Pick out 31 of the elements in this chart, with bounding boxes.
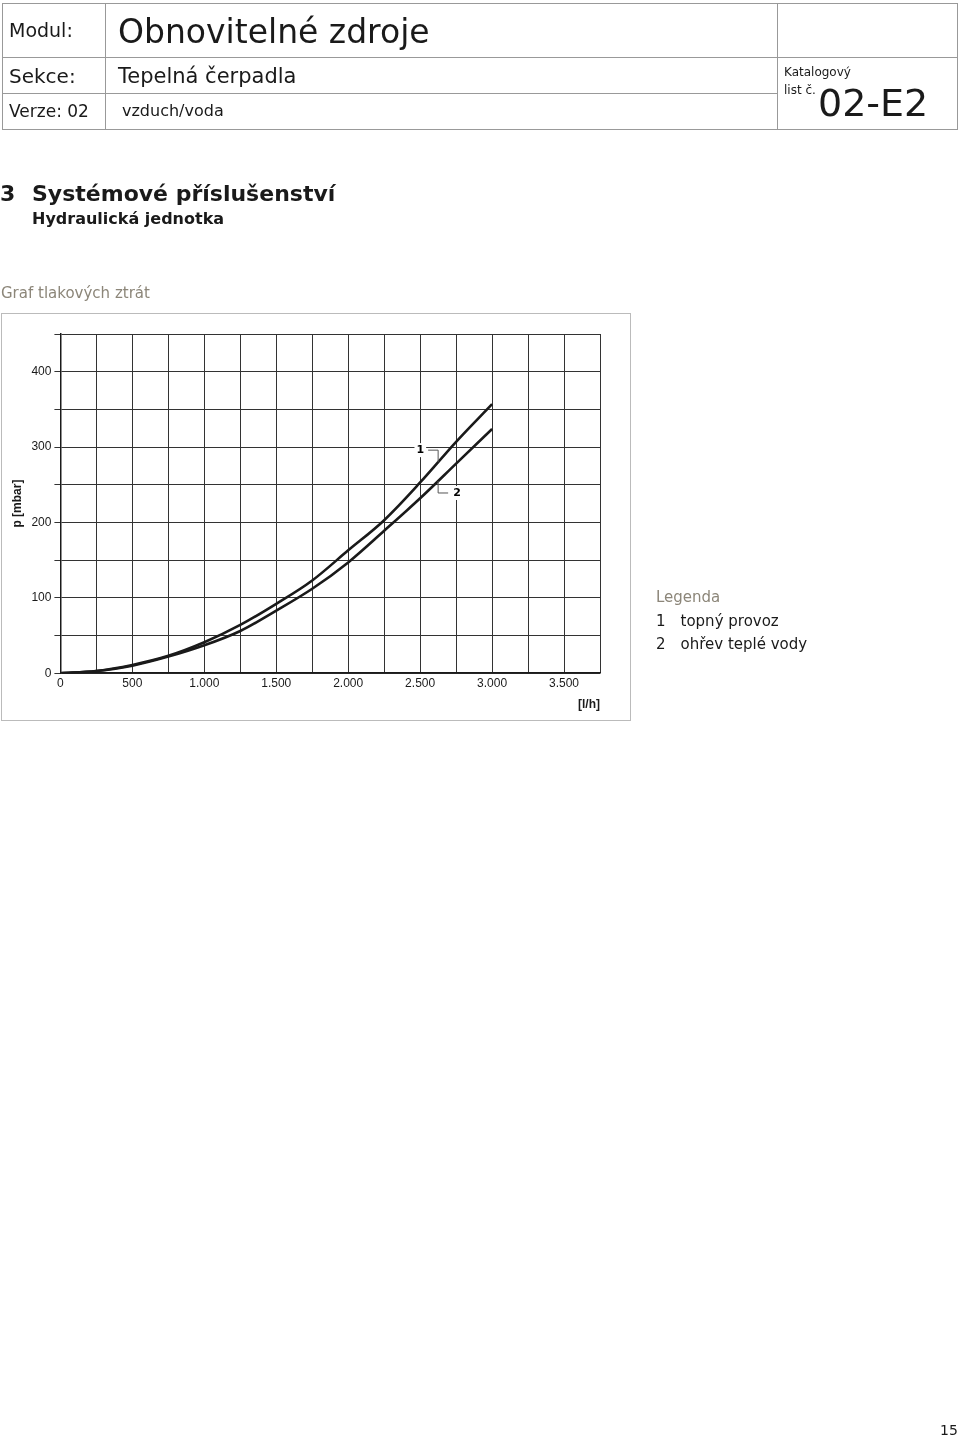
- text: Hydraulická jednotka: [32, 209, 225, 228]
- text: Obnovitelné zdroje: [118, 12, 430, 51]
- series-label: 2: [453, 485, 461, 499]
- text: 15: [940, 1422, 958, 1438]
- chart-title: Systémové příslušenství: [32, 181, 336, 206]
- y-tick-label: 400: [31, 364, 52, 378]
- text: vzduch/voda: [122, 101, 224, 120]
- text: Modul:: [9, 19, 73, 41]
- y-tick-label: 300: [31, 439, 52, 454]
- x-tick-label: 2.000: [333, 675, 364, 690]
- x-tick-label: 2.500: [405, 675, 436, 690]
- series-label: 1: [416, 443, 425, 456]
- text: Verze: 02: [9, 101, 89, 121]
- text: Tepelná čerpadla: [118, 64, 297, 88]
- y-axis-title: p [mbar]: [9, 479, 24, 528]
- x-tick-label: 0: [57, 675, 65, 690]
- text: 2 ohřev teplé vody: [656, 635, 808, 653]
- x-tick-label: 1.000: [189, 675, 220, 690]
- text: Legenda: [656, 588, 721, 606]
- x-tick-label: 1.500: [261, 675, 292, 690]
- y-tick-label: 0: [44, 665, 52, 680]
- text: 1 topný provoz: [656, 612, 779, 630]
- chart-subtitle: Graf tlakových ztrát: [1, 284, 150, 302]
- x-tick-label: 500: [122, 675, 143, 690]
- x-axis-title: [l/h]: [578, 697, 600, 712]
- y-tick-label: 100: [31, 590, 52, 605]
- x-tick-label: 3.000: [477, 675, 508, 690]
- text: Sekce:: [9, 64, 76, 88]
- x-tick-label: 3.500: [549, 675, 580, 690]
- text: 3: [0, 181, 16, 206]
- y-tick-label: 200: [31, 514, 52, 529]
